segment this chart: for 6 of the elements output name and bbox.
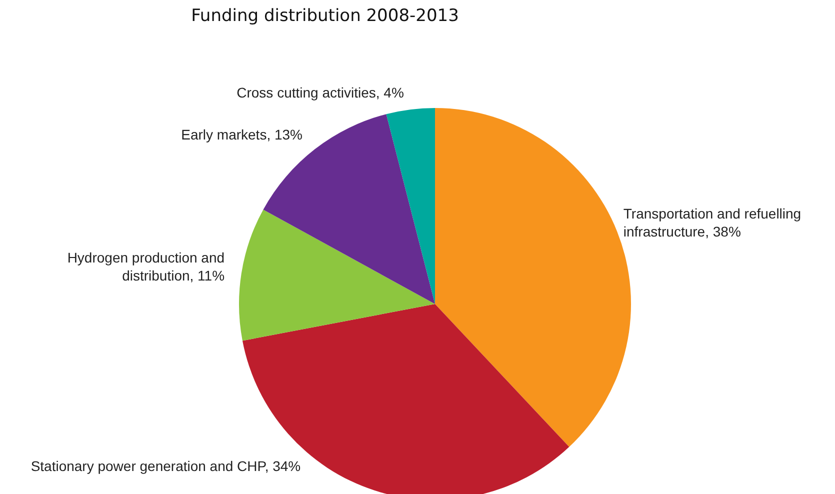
slice-label: Hydrogen production and distribution, 11% bbox=[67, 249, 225, 284]
chart-title: Funding distribution 2008-2013 bbox=[190, 6, 460, 26]
slice-label: Cross cutting activities, 4% bbox=[236, 84, 404, 101]
slice-label: Transportation and refuelling infrastructure, 38% bbox=[623, 205, 802, 240]
slice-label: Stationary power generation and CHP, 34% bbox=[30, 458, 301, 474]
slice-label: Early markets, 13% bbox=[181, 126, 303, 143]
